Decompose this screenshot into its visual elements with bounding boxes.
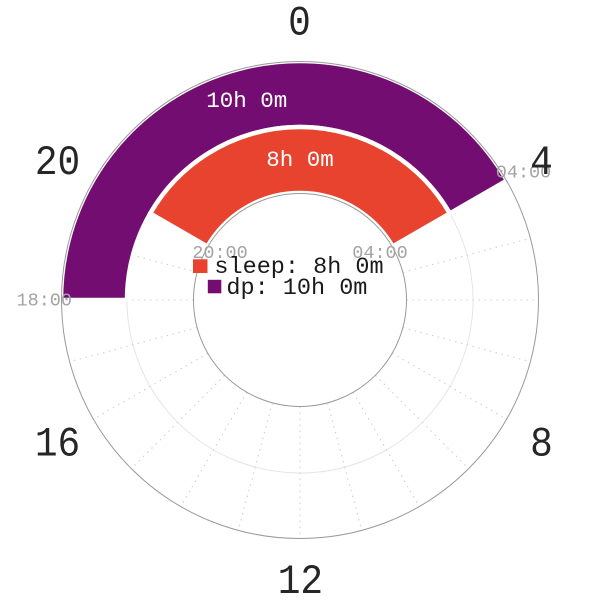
svg-text:18:00: 18:00 (16, 291, 72, 312)
svg-text:10h 0m: 10h 0m (206, 88, 287, 114)
svg-text:0: 0 (288, 0, 311, 47)
svg-text:12: 12 (278, 558, 323, 600)
svg-text:4: 4 (530, 139, 553, 186)
svg-text:dp: 10h 0m: dp: 10h 0m (226, 275, 367, 302)
svg-text:20:00: 20:00 (192, 243, 248, 264)
svg-text:20: 20 (35, 139, 80, 186)
svg-text:sleep: 8h 0m: sleep: 8h 0m (214, 254, 383, 281)
svg-text:8: 8 (530, 421, 553, 468)
svg-text:8h 0m: 8h 0m (266, 147, 334, 173)
svg-text:16: 16 (35, 421, 80, 468)
svg-text:04:00: 04:00 (496, 163, 552, 184)
svg-text:04:00: 04:00 (352, 243, 408, 264)
